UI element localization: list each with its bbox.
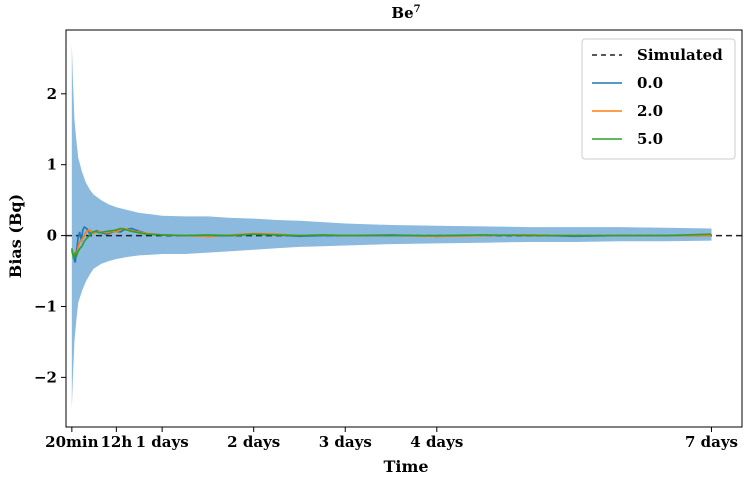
x-tick-label: 7 days (685, 433, 738, 451)
y-tick-label: −2 (34, 368, 57, 386)
legend-label: 0.0 (637, 74, 663, 92)
x-tick-label: 3 days (319, 433, 372, 451)
y-axis-label: Bias (Bq) (6, 194, 25, 278)
y-axis-ticks: 2 1 0 −1 −2 (34, 85, 66, 386)
x-tick-label: 20min (45, 433, 98, 451)
legend-box (581, 38, 736, 160)
chart-title-superscript: 7 (414, 4, 421, 15)
y-tick-label: 2 (47, 85, 57, 103)
legend-label: 2.0 (637, 102, 663, 120)
x-tick-label: 12h (100, 433, 132, 451)
y-tick-label: 1 (47, 156, 57, 174)
uncertainty-band-layer (71, 44, 712, 410)
chart-title-main: Be (391, 4, 413, 22)
x-tick-label: 1 days (136, 433, 189, 451)
y-tick-label: 0 (47, 227, 57, 245)
legend-label: 5.0 (637, 130, 663, 148)
series-layer (71, 225, 712, 263)
series-line-5-0 (71, 227, 712, 259)
x-axis-label: Time (383, 457, 428, 476)
x-tick-label: 4 days (410, 433, 463, 451)
y-tick-label: −1 (34, 297, 57, 315)
legend: Simulated 0.0 2.0 5.0 (581, 38, 736, 160)
x-axis-ticks: 20min 12h 1 days 2 days 3 days 4 days 7 days (45, 427, 738, 451)
chart-title: Be7 (391, 4, 420, 22)
x-tick-label: 2 days (227, 433, 280, 451)
legend-label: Simulated (637, 46, 723, 64)
uncertainty-band (71, 44, 712, 410)
plot-frame (65, 29, 743, 428)
